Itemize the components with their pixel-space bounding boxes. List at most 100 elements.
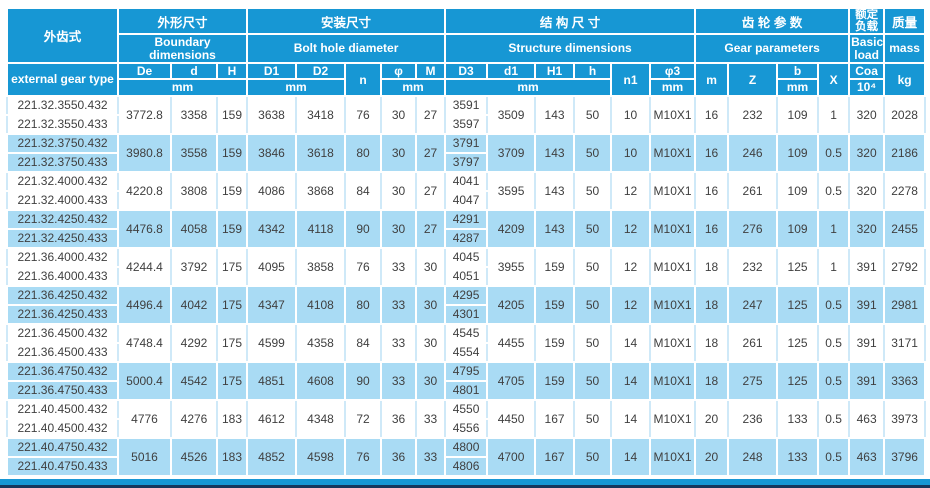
cell-Z: 261 (727, 172, 779, 211)
cell-d1: 4705 (486, 362, 537, 401)
cell-H1: 159 (534, 324, 576, 363)
cell-d: 4292 (170, 324, 218, 363)
cell-H1: 159 (534, 248, 576, 287)
cell-H1: 159 (534, 286, 576, 325)
cell-n1: 10 (610, 96, 652, 135)
cell-H1: 167 (534, 438, 576, 477)
cell-X: 0.5 (817, 438, 851, 477)
header-mass-zh: 质量 (883, 7, 927, 35)
cell-De: 5000.4 (117, 362, 172, 401)
cell-n1: 12 (610, 172, 652, 211)
cell-X: 0.5 (817, 362, 851, 401)
cell-Z: 275 (727, 362, 779, 401)
cell-phi3: M10X1 (649, 438, 697, 477)
table-row: 221.32.3550.433 3597 (6, 115, 925, 135)
table-row: 221.36.4000.432 4244.4 3792 175 4095 3858 76 33… (6, 248, 927, 287)
col-De: De (117, 62, 172, 80)
cell-h: 50 (573, 248, 613, 287)
cell-gear-type: 221.36.4250.433 (6, 305, 119, 325)
cell-mass: 2981 (883, 286, 927, 325)
cell-D3: 4287 (444, 229, 489, 249)
col-H: H (215, 62, 249, 80)
unit-coa-104: 10⁴ (848, 78, 886, 97)
cell-phi3: M10X1 (649, 248, 697, 287)
table-header: 外齿式 外形尺寸 安装尺寸 结 构 尺 寸 齿 轮 参 数 额定负载 质量 Bo… (6, 7, 927, 97)
cell-d1: 4450 (486, 400, 537, 439)
cell-b: 125 (776, 324, 820, 363)
cell-D1: 3638 (246, 96, 298, 135)
cell-H: 175 (215, 362, 249, 401)
cell-H: 175 (215, 248, 249, 287)
cell-Coa: 320 (848, 210, 886, 249)
cell-n1: 12 (610, 248, 652, 287)
cell-d1: 4455 (486, 324, 537, 363)
cell-h: 50 (573, 324, 613, 363)
cell-n1: 14 (610, 400, 652, 439)
cell-d1: 3709 (486, 134, 537, 173)
cell-gear-type: 221.36.4000.433 (6, 267, 119, 287)
cell-d1: 4700 (486, 438, 537, 477)
cell-b: 125 (776, 362, 820, 401)
cell-D3: 4047 (444, 191, 489, 211)
cell-D3: 4041 (444, 172, 489, 192)
cell-H1: 167 (534, 400, 576, 439)
cell-D2: 4108 (295, 286, 347, 325)
cell-phi3: M10X1 (649, 362, 697, 401)
cell-D2: 4598 (295, 438, 347, 477)
cell-gear-type: 221.32.3550.432 (6, 96, 119, 116)
cell-b: 133 (776, 400, 820, 439)
unit-mm-phi3: mm (649, 78, 697, 97)
cell-h: 50 (573, 96, 613, 135)
cell-D3: 4051 (444, 267, 489, 287)
cell-gear-type: 221.36.4250.432 (6, 286, 119, 306)
cell-n: 72 (344, 400, 383, 439)
header-row-en: Boundary dimensions Bolt hole diameter S… (7, 33, 927, 64)
cell-gear-type: 221.36.4500.432 (6, 324, 119, 344)
header-boundary-zh: 外形尺寸 (116, 7, 249, 35)
cell-mass: 3171 (883, 324, 927, 363)
cell-De: 4748.4 (117, 324, 172, 363)
cell-De: 3980.8 (117, 134, 172, 173)
cell-H: 159 (215, 96, 249, 135)
cell-gear-type: 221.32.4250.433 (6, 229, 119, 249)
cell-mass: 3796 (883, 438, 927, 477)
cell-H1: 143 (534, 210, 576, 249)
cell-M: 33 (415, 400, 447, 439)
cell-X: 0.5 (817, 400, 851, 439)
cell-d: 4276 (170, 400, 218, 439)
cell-D3: 3597 (444, 115, 489, 135)
cell-h: 50 (573, 172, 613, 211)
cell-m: 18 (694, 248, 730, 287)
col-Z: Z (727, 62, 779, 97)
cell-D1: 4086 (246, 172, 298, 211)
cell-n: 90 (344, 210, 383, 249)
cell-Z: 276 (727, 210, 779, 249)
cell-H1: 143 (534, 96, 576, 135)
cell-D1: 4851 (246, 362, 298, 401)
cell-m: 16 (694, 96, 730, 135)
cell-D2: 3418 (295, 96, 347, 135)
cell-D3: 4301 (444, 305, 489, 325)
col-d1: d1 (486, 62, 537, 80)
cell-gear-type: 221.40.4750.432 (6, 438, 119, 458)
cell-gear-type: 221.32.4000.432 (6, 172, 119, 192)
table-row: 221.32.4250.433 4287 (6, 229, 925, 249)
cell-gear-type: 221.36.4750.432 (6, 362, 119, 382)
cell-m: 18 (694, 324, 730, 363)
cell-h: 50 (573, 362, 613, 401)
cell-d: 3558 (170, 134, 218, 173)
cell-gear-type: 221.32.3750.432 (6, 134, 119, 154)
cell-phi3: M10X1 (649, 210, 697, 249)
table-row: 221.36.4000.433 4051 (6, 267, 925, 287)
table-row: 221.32.3750.432 3980.8 3558 159 3846 3618 80 30… (6, 134, 927, 173)
col-M: M (415, 62, 447, 80)
cell-D2: 3618 (295, 134, 347, 173)
cell-Coa: 391 (848, 362, 886, 401)
cell-phi: 33 (380, 248, 418, 287)
unit-mm-boundary: mm (116, 78, 249, 97)
cell-d: 4058 (170, 210, 218, 249)
cell-phi: 30 (380, 172, 418, 211)
cell-phi: 30 (380, 210, 418, 249)
header-row-zh: 外齿式 外形尺寸 安装尺寸 结 构 尺 寸 齿 轮 参 数 额定负载 质量 (6, 7, 927, 64)
